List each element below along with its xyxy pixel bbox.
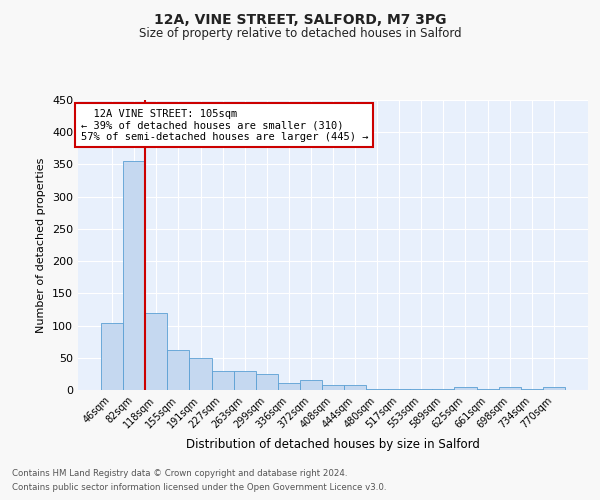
Bar	[145, 312, 167, 390]
Bar	[366, 388, 388, 390]
Bar	[190, 358, 212, 390]
Bar	[499, 388, 521, 390]
Bar	[256, 374, 278, 390]
Bar	[344, 386, 366, 390]
Bar	[278, 383, 300, 390]
Text: Contains HM Land Registry data © Crown copyright and database right 2024.: Contains HM Land Registry data © Crown c…	[12, 468, 347, 477]
X-axis label: Distribution of detached houses by size in Salford: Distribution of detached houses by size …	[186, 438, 480, 451]
Bar	[322, 386, 344, 390]
Text: 12A VINE STREET: 105sqm
← 39% of detached houses are smaller (310)
57% of semi-d: 12A VINE STREET: 105sqm ← 39% of detache…	[80, 108, 368, 142]
Bar	[123, 160, 145, 390]
Bar	[233, 372, 256, 390]
Bar	[454, 388, 476, 390]
Text: 12A, VINE STREET, SALFORD, M7 3PG: 12A, VINE STREET, SALFORD, M7 3PG	[154, 12, 446, 26]
Bar	[543, 388, 565, 390]
Text: Contains public sector information licensed under the Open Government Licence v3: Contains public sector information licen…	[12, 484, 386, 492]
Bar	[101, 323, 123, 390]
Y-axis label: Number of detached properties: Number of detached properties	[37, 158, 46, 332]
Bar	[167, 350, 190, 390]
Bar	[212, 370, 233, 390]
Bar	[300, 380, 322, 390]
Text: Size of property relative to detached houses in Salford: Size of property relative to detached ho…	[139, 28, 461, 40]
